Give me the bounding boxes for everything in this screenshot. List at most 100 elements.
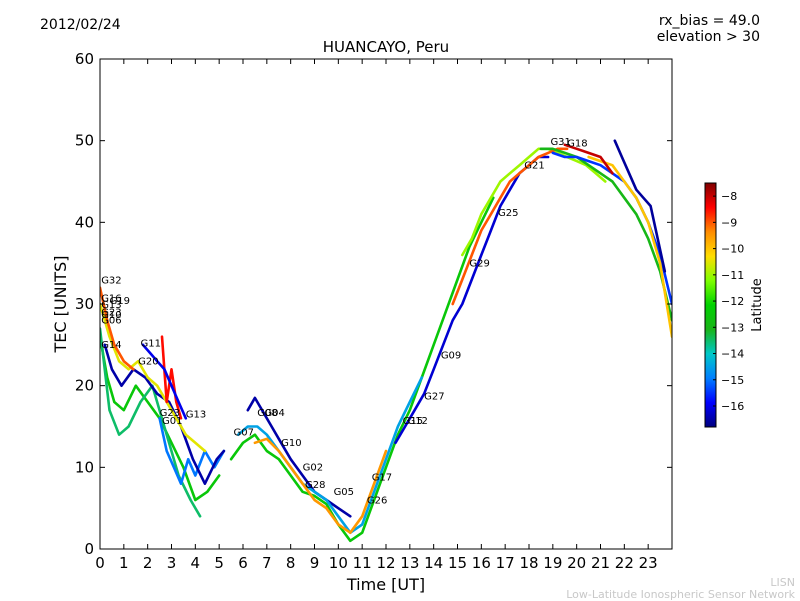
tec-series-12 <box>460 147 607 257</box>
prn-label-g13: G13 <box>186 410 206 421</box>
prn-label-g31: G31 <box>550 137 570 148</box>
colorbar <box>704 182 717 428</box>
y-tick-label: 10 <box>75 458 94 476</box>
prn-label-g08: G08 <box>257 408 277 419</box>
prn-label-g28: G28 <box>305 480 325 491</box>
x-tick-label: 2 <box>143 554 153 572</box>
x-tick-label: 5 <box>214 554 224 572</box>
colorbar-tick-label: −16 <box>721 400 744 413</box>
prn-label-g16: G16 <box>101 294 121 305</box>
prn-label-g10: G10 <box>101 310 121 321</box>
tec-series-4 <box>100 302 207 453</box>
y-tick-label: 30 <box>75 295 94 313</box>
colorbar-tick-label: −14 <box>721 348 744 361</box>
prn-label-g23: G23 <box>160 408 180 419</box>
y-axis-label: TEC [UNITS] <box>51 256 70 354</box>
prn-label-g12: G12 <box>407 416 427 427</box>
colorbar-tick-label: −12 <box>721 295 744 308</box>
y-axis: 0 10 20 30 40 50 60 <box>75 50 672 558</box>
colorbar-tick-label: −9 <box>721 216 737 229</box>
colorbar-label: Latitude <box>750 278 765 332</box>
prn-label-g04: G04 <box>264 408 284 419</box>
prn-label-g25: G25 <box>498 208 518 219</box>
x-tick-label: 12 <box>376 554 395 572</box>
tec-series-1 <box>100 327 202 518</box>
tec-series-2 <box>158 416 226 486</box>
x-tick-label: 1 <box>119 554 129 572</box>
x-axis-label: Time [UT] <box>346 575 425 594</box>
y-tick-label: 40 <box>75 213 94 231</box>
tec-series-15 <box>539 147 672 322</box>
prn-label-g05: G05 <box>334 487 354 498</box>
x-tick-label: 0 <box>95 554 105 572</box>
y-tick-label: 50 <box>75 132 94 150</box>
tec-series-18 <box>613 139 667 273</box>
tec-series-7 <box>141 343 188 420</box>
prn-label-g18: G18 <box>567 138 587 149</box>
prn-label-g19: G19 <box>110 296 130 307</box>
colorbar-tick-label: −11 <box>721 269 744 282</box>
x-tick-label: 21 <box>591 554 610 572</box>
x-tick-label: 7 <box>262 554 272 572</box>
y-tick-label: 20 <box>75 377 94 395</box>
prn-label-g01: G01 <box>162 416 182 427</box>
tec-series-16 <box>551 151 672 306</box>
prn-label-g27: G27 <box>424 392 444 403</box>
x-tick-label: 20 <box>567 554 586 572</box>
prn-label-g06: G06 <box>101 316 121 327</box>
x-tick-label: 22 <box>615 554 634 572</box>
y-tick-label: 0 <box>84 540 94 558</box>
prn-label-g13: G13 <box>101 300 121 311</box>
x-tick-label: 17 <box>496 554 515 572</box>
x-axis: 0 1 2 3 4 5 6 7 8 9 10 11 12 13 14 15 16 17 18 19 20 21 22 23 <box>95 59 658 572</box>
x-tick-label: 4 <box>191 554 201 572</box>
colorbar-tick-label: −15 <box>721 374 744 387</box>
tec-series-8 <box>229 196 495 543</box>
date-label: 2012/02/24 <box>40 17 121 33</box>
prn-label-g21: G21 <box>524 160 544 171</box>
prn-label-g09: G09 <box>441 351 461 362</box>
prn-label-g11: G11 <box>141 338 161 349</box>
tec-series-14 <box>451 147 569 306</box>
prn-label-g07: G07 <box>233 427 253 438</box>
prn-label-g02: G02 <box>303 463 323 474</box>
footer-lisn: LISN <box>770 576 795 589</box>
x-tick-label: 23 <box>639 554 658 572</box>
colorbar-ticks: −8 −9 −10 −11 −12 −13 −14 −15 −16 <box>713 190 744 413</box>
x-tick-label: 16 <box>472 554 491 572</box>
x-tick-label: 19 <box>543 554 562 572</box>
tec-series-10 <box>236 376 424 535</box>
tec-series-19 <box>563 143 614 175</box>
y-tick-label: 60 <box>75 50 94 68</box>
tec-series-9 <box>246 396 352 518</box>
prn-label-g10: G10 <box>281 438 301 449</box>
tec-series-13 <box>394 155 550 445</box>
colorbar-tick-label: −10 <box>721 243 744 256</box>
tec-series-0 <box>100 335 221 502</box>
prn-label-g20: G20 <box>138 356 158 367</box>
tec-series-11 <box>253 437 388 535</box>
x-tick-label: 10 <box>329 554 348 572</box>
colorbar-tick-label: −8 <box>721 190 737 203</box>
chart-title: HUANCAYO, Peru <box>323 38 449 56</box>
colorbar-tick-label: −13 <box>721 321 744 334</box>
tec-series-5 <box>160 335 183 420</box>
series-layer <box>100 139 672 543</box>
x-tick-label: 6 <box>238 554 248 572</box>
prn-label-g29: G29 <box>469 258 489 269</box>
x-tick-label: 3 <box>167 554 177 572</box>
x-tick-label: 13 <box>400 554 419 572</box>
x-tick-label: 14 <box>424 554 443 572</box>
prn-label-g32: G32 <box>101 276 121 287</box>
x-tick-label: 8 <box>286 554 296 572</box>
prn-label-g17: G17 <box>372 472 392 483</box>
x-tick-label: 15 <box>448 554 467 572</box>
prn-label-g23: G23 <box>101 307 121 318</box>
tec-series-6 <box>100 286 135 371</box>
elevation-label: elevation > 30 <box>656 29 760 45</box>
prn-label-g15: G15 <box>403 416 423 427</box>
x-tick-label: 9 <box>310 554 320 572</box>
